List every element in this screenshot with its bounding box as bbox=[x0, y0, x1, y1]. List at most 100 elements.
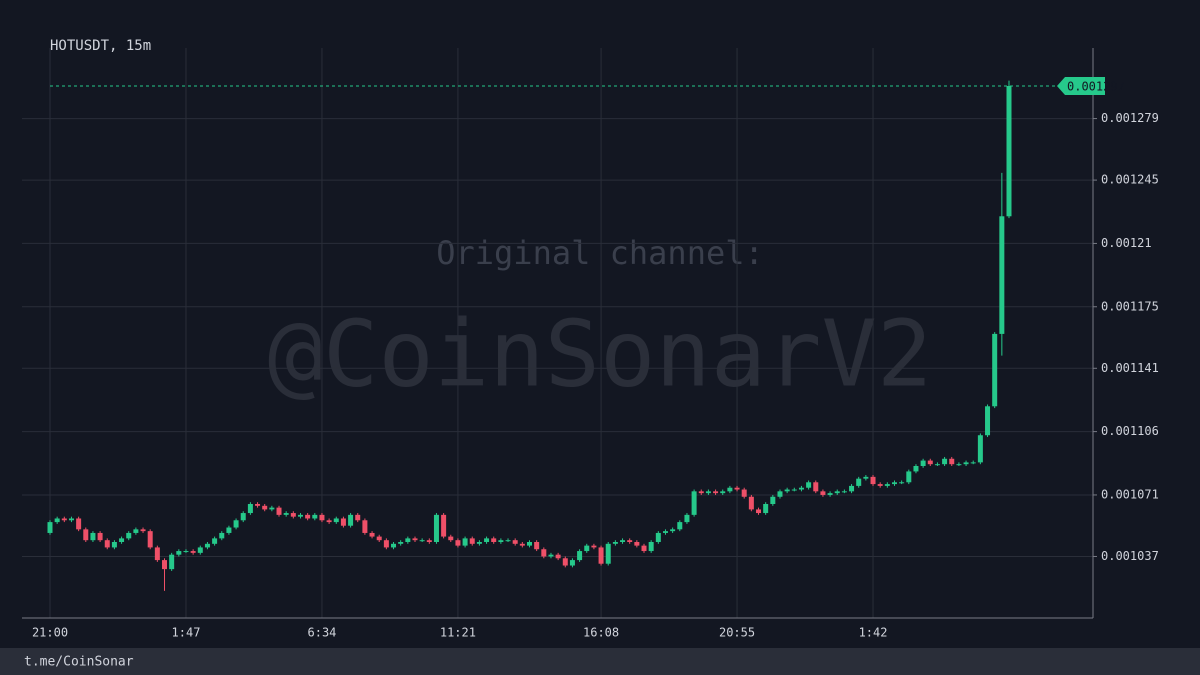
candle-body bbox=[741, 489, 747, 497]
candle-body bbox=[677, 522, 683, 530]
candle-body bbox=[884, 484, 890, 486]
candle-body bbox=[190, 551, 196, 553]
candle-body bbox=[620, 540, 626, 542]
candle-body bbox=[398, 542, 404, 544]
candle-body bbox=[133, 529, 139, 533]
candle-body bbox=[748, 496, 754, 510]
candle-body bbox=[820, 491, 826, 495]
candle-body bbox=[992, 333, 998, 407]
candle-body bbox=[891, 482, 897, 485]
candle-body bbox=[348, 514, 354, 526]
candle-body bbox=[662, 531, 668, 533]
candle-body bbox=[584, 545, 590, 552]
x-tick-label: 6:34 bbox=[308, 626, 337, 640]
candle-body bbox=[312, 514, 318, 519]
candle-body bbox=[491, 538, 497, 542]
candle-body bbox=[784, 489, 790, 492]
candle-body bbox=[598, 547, 604, 564]
candle-body bbox=[333, 518, 339, 523]
candle-body bbox=[269, 507, 275, 510]
candle-body bbox=[527, 542, 532, 546]
candle-body bbox=[591, 545, 597, 548]
grid bbox=[22, 48, 1093, 618]
candle-body bbox=[305, 514, 311, 519]
candle-body bbox=[927, 460, 933, 465]
candle-body bbox=[111, 542, 117, 548]
x-tick-label: 1:42 bbox=[859, 626, 888, 640]
candle-body bbox=[183, 551, 189, 553]
y-tick-label: 0.001106 bbox=[1101, 424, 1159, 438]
candle-body bbox=[512, 540, 518, 544]
watermark-handle: @CoinSonarV2 bbox=[268, 300, 933, 407]
candle-body bbox=[169, 554, 175, 570]
candle-body bbox=[47, 522, 53, 533]
candle-body bbox=[76, 518, 82, 530]
candle-body bbox=[763, 504, 769, 514]
candle-body bbox=[756, 509, 762, 514]
candle-body bbox=[448, 536, 454, 541]
candle-body bbox=[770, 496, 776, 504]
candle-body bbox=[791, 489, 797, 491]
candle-body bbox=[97, 532, 103, 541]
candle-body bbox=[484, 538, 490, 542]
candle-body bbox=[942, 458, 948, 465]
candle-body bbox=[841, 491, 847, 493]
candle-body bbox=[949, 458, 955, 465]
candle-body bbox=[698, 491, 704, 494]
candles bbox=[47, 80, 1012, 591]
candle-body bbox=[154, 547, 160, 561]
candle-body bbox=[899, 482, 905, 484]
candle-body bbox=[297, 514, 303, 517]
watermark-line: Original channel: bbox=[436, 234, 764, 272]
candle-body bbox=[283, 513, 289, 515]
y-tick-label: 0.001037 bbox=[1101, 549, 1159, 563]
candle-body bbox=[462, 538, 468, 546]
x-tick-label: 11:21 bbox=[440, 626, 476, 640]
candle-body bbox=[849, 485, 855, 492]
candle-body bbox=[476, 542, 482, 544]
y-tick-label: 0.001071 bbox=[1101, 487, 1159, 501]
candle-body bbox=[798, 487, 804, 490]
candle-body bbox=[83, 529, 89, 541]
candle-body bbox=[956, 464, 962, 466]
candle-body bbox=[419, 540, 425, 542]
candle-body bbox=[555, 554, 561, 559]
candle-body bbox=[197, 547, 203, 553]
candle-body bbox=[391, 543, 397, 548]
candle-body bbox=[720, 491, 726, 494]
candle-body bbox=[412, 538, 418, 541]
candle-body bbox=[140, 529, 146, 532]
candle-body bbox=[727, 487, 733, 492]
candle-body bbox=[705, 491, 711, 494]
candle-body bbox=[913, 466, 919, 472]
candle-body bbox=[233, 520, 239, 528]
candle-body bbox=[383, 540, 389, 548]
candle-body bbox=[219, 532, 225, 539]
x-tick-label: 20:55 bbox=[719, 626, 755, 640]
candle-body bbox=[970, 462, 976, 464]
last-price-label: 0.001297 bbox=[1067, 80, 1125, 94]
candle-body bbox=[369, 532, 375, 537]
candle-body bbox=[713, 491, 719, 494]
candle-body bbox=[505, 540, 511, 542]
candle-body bbox=[834, 491, 840, 494]
candle-body bbox=[870, 476, 876, 485]
footer-text: t.me/CoinSonar bbox=[24, 655, 134, 670]
candle-body bbox=[641, 545, 647, 552]
candle-body bbox=[212, 538, 218, 544]
candle-body bbox=[355, 514, 361, 521]
candle-body bbox=[634, 542, 640, 546]
candle-body bbox=[569, 560, 575, 566]
candle-body bbox=[326, 520, 332, 523]
candle-body bbox=[61, 518, 67, 521]
candle-body bbox=[519, 543, 525, 546]
candle-body bbox=[999, 216, 1005, 334]
candle-body bbox=[734, 487, 740, 490]
candle-body bbox=[612, 542, 618, 544]
candle-body bbox=[934, 464, 940, 466]
candle-body bbox=[562, 558, 568, 566]
candle-body bbox=[126, 532, 132, 539]
y-tick-label: 0.001245 bbox=[1101, 173, 1159, 187]
candle-body bbox=[963, 462, 969, 465]
